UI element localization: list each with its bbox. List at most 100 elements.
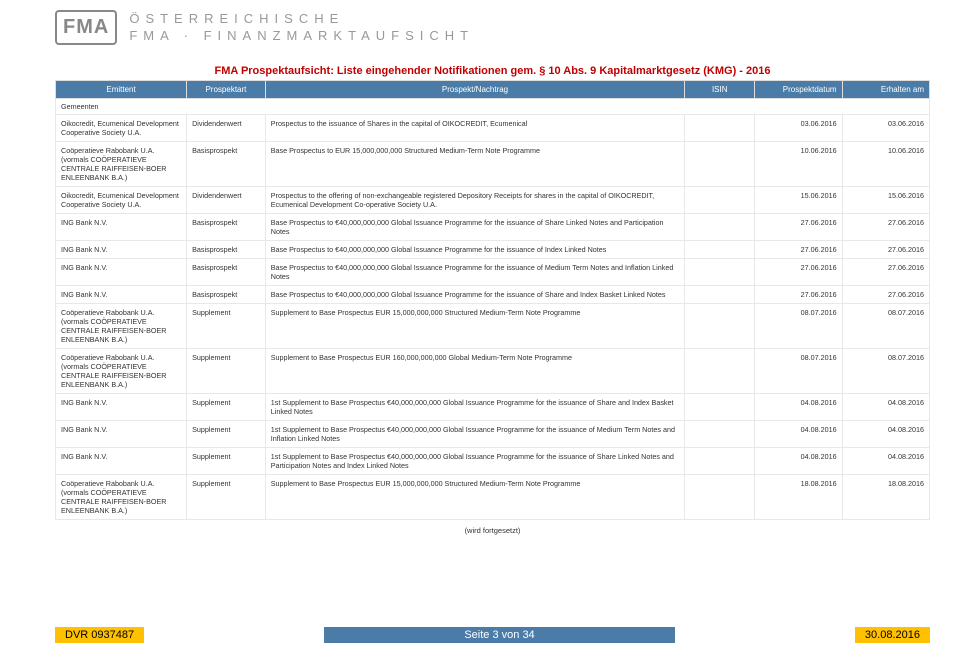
cell-isin [685,214,755,241]
cell-erhalten: 08.07.2016 [842,349,929,394]
cell-erhalten: 10.06.2016 [842,142,929,187]
cell-erhalten: 27.06.2016 [842,286,929,304]
table-row: ING Bank N.V.BasisprospektBase Prospectu… [56,241,930,259]
cell-emittent: ING Bank N.V. [56,448,187,475]
cell-datum: 15.06.2016 [755,187,842,214]
table-row: Coöperatieve Rabobank U.A. (vormals COÖP… [56,304,930,349]
continued-label: (wird fortgesetzt) [55,520,930,541]
cell-emittent: ING Bank N.V. [56,421,187,448]
logo-line1: ÖSTERREICHISCHE [129,11,474,28]
cell-datum: 04.08.2016 [755,394,842,421]
cell-datum: 08.07.2016 [755,349,842,394]
cell-datum: 27.06.2016 [755,214,842,241]
cell-datum: 18.08.2016 [755,475,842,520]
cell-datum: 03.06.2016 [755,115,842,142]
cell-nachtrag: 1st Supplement to Base Prospectus €40,00… [265,448,685,475]
logo-line2: FMA · FINANZMARKTAUFSICHT [129,28,474,45]
table-row: ING Bank N.V.BasisprospektBase Prospectu… [56,214,930,241]
cell-prospektart: Basisprospekt [187,259,266,286]
col-datum: Prospektdatum [755,81,842,99]
cell-isin [685,304,755,349]
cell-isin [685,259,755,286]
cell-isin [685,475,755,520]
cell-isin [685,349,755,394]
cell-prospektart: Basisprospekt [187,286,266,304]
fma-mark: FMA [55,10,117,45]
fma-text: ÖSTERREICHISCHE FMA · FINANZMARKTAUFSICH… [129,11,474,45]
cell-prospektart: Supplement [187,349,266,394]
cell-datum: 10.06.2016 [755,142,842,187]
cell-emittent: ING Bank N.V. [56,394,187,421]
cell-emittent: Coöperatieve Rabobank U.A. (vormals COÖP… [56,142,187,187]
table-header-row: Emittent Prospektart Prospekt/Nachtrag I… [56,81,930,99]
cell-erhalten: 04.08.2016 [842,394,929,421]
cell-nachtrag: 1st Supplement to Base Prospectus €40,00… [265,394,685,421]
cell-erhalten: 18.08.2016 [842,475,929,520]
cell-datum: 27.06.2016 [755,286,842,304]
page-title: FMA Prospektaufsicht: Liste eingehender … [55,62,930,80]
cell-datum: 04.08.2016 [755,421,842,448]
group-row: Gemeenten [56,99,930,115]
cell-erhalten: 27.06.2016 [842,259,929,286]
cell-erhalten: 08.07.2016 [842,304,929,349]
cell-isin [685,394,755,421]
cell-nachtrag: Base Prospectus to €40,000,000,000 Globa… [265,241,685,259]
footer-dvr: DVR 0937487 [55,627,144,643]
cell-prospektart: Supplement [187,304,266,349]
cell-emittent: Coöperatieve Rabobank U.A. (vormals COÖP… [56,304,187,349]
cell-emittent: ING Bank N.V. [56,241,187,259]
cell-prospektart: Supplement [187,448,266,475]
cell-erhalten: 15.06.2016 [842,187,929,214]
cell-prospektart: Supplement [187,394,266,421]
cell-nachtrag: Prospectus to the offering of non-exchan… [265,187,685,214]
cell-prospektart: Basisprospekt [187,142,266,187]
cell-erhalten: 04.08.2016 [842,421,929,448]
cell-nachtrag: Base Prospectus to €40,000,000,000 Globa… [265,214,685,241]
table-row: Coöperatieve Rabobank U.A. (vormals COÖP… [56,475,930,520]
cell-prospektart: Dividendenwert [187,187,266,214]
cell-nachtrag: Supplement to Base Prospectus EUR 15,000… [265,304,685,349]
col-prospektart: Prospektart [187,81,266,99]
col-erhalten: Erhalten am [842,81,929,99]
col-isin: ISIN [685,81,755,99]
table-row: Oikocredit, Ecumenical Development Coope… [56,115,930,142]
cell-nachtrag: Supplement to Base Prospectus EUR 160,00… [265,349,685,394]
cell-emittent: Coöperatieve Rabobank U.A. (vormals COÖP… [56,475,187,520]
cell-isin [685,448,755,475]
cell-prospektart: Dividendenwert [187,115,266,142]
cell-datum: 04.08.2016 [755,448,842,475]
cell-emittent: Oikocredit, Ecumenical Development Coope… [56,115,187,142]
cell-prospektart: Basisprospekt [187,241,266,259]
cell-erhalten: 27.06.2016 [842,214,929,241]
table-row: Coöperatieve Rabobank U.A. (vormals COÖP… [56,349,930,394]
cell-datum: 27.06.2016 [755,259,842,286]
cell-nachtrag: Base Prospectus to €40,000,000,000 Globa… [265,259,685,286]
cell-erhalten: 27.06.2016 [842,241,929,259]
cell-erhalten: 03.06.2016 [842,115,929,142]
col-emittent: Emittent [56,81,187,99]
header-logo: FMA ÖSTERREICHISCHE FMA · FINANZMARKTAUF… [55,10,474,45]
cell-nachtrag: Base Prospectus to €40,000,000,000 Globa… [265,286,685,304]
cell-nachtrag: 1st Supplement to Base Prospectus €40,00… [265,421,685,448]
col-nachtrag: Prospekt/Nachtrag [265,81,685,99]
cell-emittent: Coöperatieve Rabobank U.A. (vormals COÖP… [56,349,187,394]
table-row: Coöperatieve Rabobank U.A. (vormals COÖP… [56,142,930,187]
table-container: Emittent Prospektart Prospekt/Nachtrag I… [55,80,930,611]
cell-datum: 27.06.2016 [755,241,842,259]
cell-emittent: ING Bank N.V. [56,286,187,304]
cell-emittent: Oikocredit, Ecumenical Development Coope… [56,187,187,214]
footer-page: Seite 3 von 34 [324,627,674,643]
cell-prospektart: Basisprospekt [187,214,266,241]
cell-nachtrag: Base Prospectus to EUR 15,000,000,000 St… [265,142,685,187]
cell-emittent: ING Bank N.V. [56,259,187,286]
cell-nachtrag: Supplement to Base Prospectus EUR 15,000… [265,475,685,520]
cell-prospektart: Supplement [187,421,266,448]
table-row: ING Bank N.V.Supplement1st Supplement to… [56,448,930,475]
table-row: Oikocredit, Ecumenical Development Coope… [56,187,930,214]
footer: DVR 0937487 Seite 3 von 34 30.08.2016 [55,627,930,643]
footer-date: 30.08.2016 [855,627,930,643]
table-row: ING Bank N.V.Supplement1st Supplement to… [56,421,930,448]
cell-isin [685,115,755,142]
cell-prospektart: Supplement [187,475,266,520]
cell-nachtrag: Prospectus to the issuance of Shares in … [265,115,685,142]
